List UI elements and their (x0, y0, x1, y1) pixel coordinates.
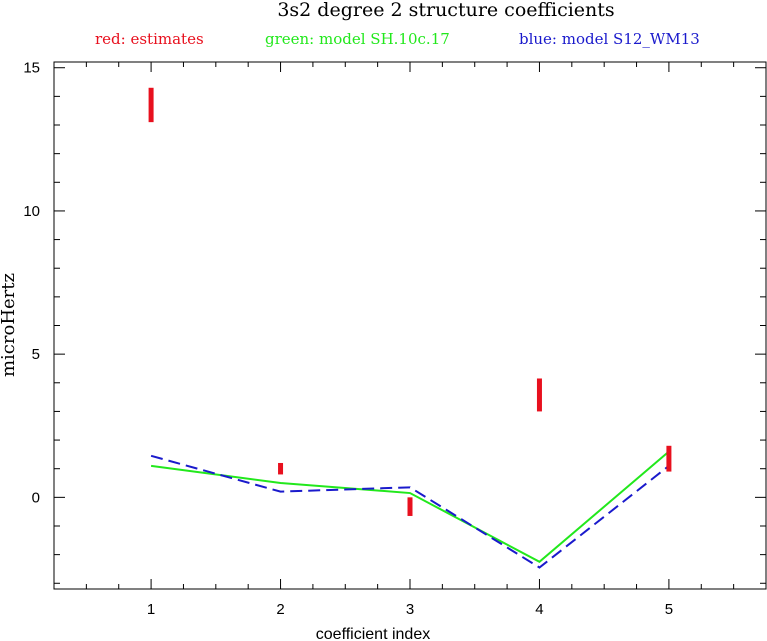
legend: red: estimates green: model SH.10c.17 bl… (95, 30, 700, 48)
estimate-bars (148, 87, 672, 516)
x-tick-label: 1 (147, 601, 155, 618)
estimate-bar (278, 462, 284, 475)
y-tick-label: 5 (32, 346, 40, 363)
legend-estimates: red: estimates (95, 30, 204, 48)
axis-tick-labels: 1 2 3 4 5 0 5 10 15 (23, 60, 673, 618)
x-tick-label: 2 (276, 601, 284, 618)
x-tick-label: 3 (406, 601, 414, 618)
estimate-bar (148, 87, 154, 123)
model-lines (150, 450, 670, 569)
estimate-bar (536, 378, 542, 412)
series-line-sh10c17 (150, 450, 670, 563)
legend-model-s12wm13: blue: model S12_WM13 (519, 30, 700, 48)
x-tick-label: 5 (665, 601, 673, 618)
series-line-s12wm13 (150, 454, 670, 569)
x-axis-label: coefficient index (316, 626, 430, 641)
legend-model-sh10c17: green: model SH.10c.17 (265, 30, 450, 48)
y-tick-label: 15 (23, 60, 40, 77)
estimate-bar (407, 497, 413, 516)
x-tick-label: 4 (535, 601, 543, 618)
estimate-bar (666, 445, 672, 472)
axis-ticks (53, 62, 767, 589)
y-tick-label: 10 (23, 203, 40, 220)
y-tick-label: 0 (32, 489, 40, 506)
chart-title: 3s2 degree 2 structure coefficients (277, 0, 614, 21)
y-axis-label: microHertz (0, 273, 19, 377)
